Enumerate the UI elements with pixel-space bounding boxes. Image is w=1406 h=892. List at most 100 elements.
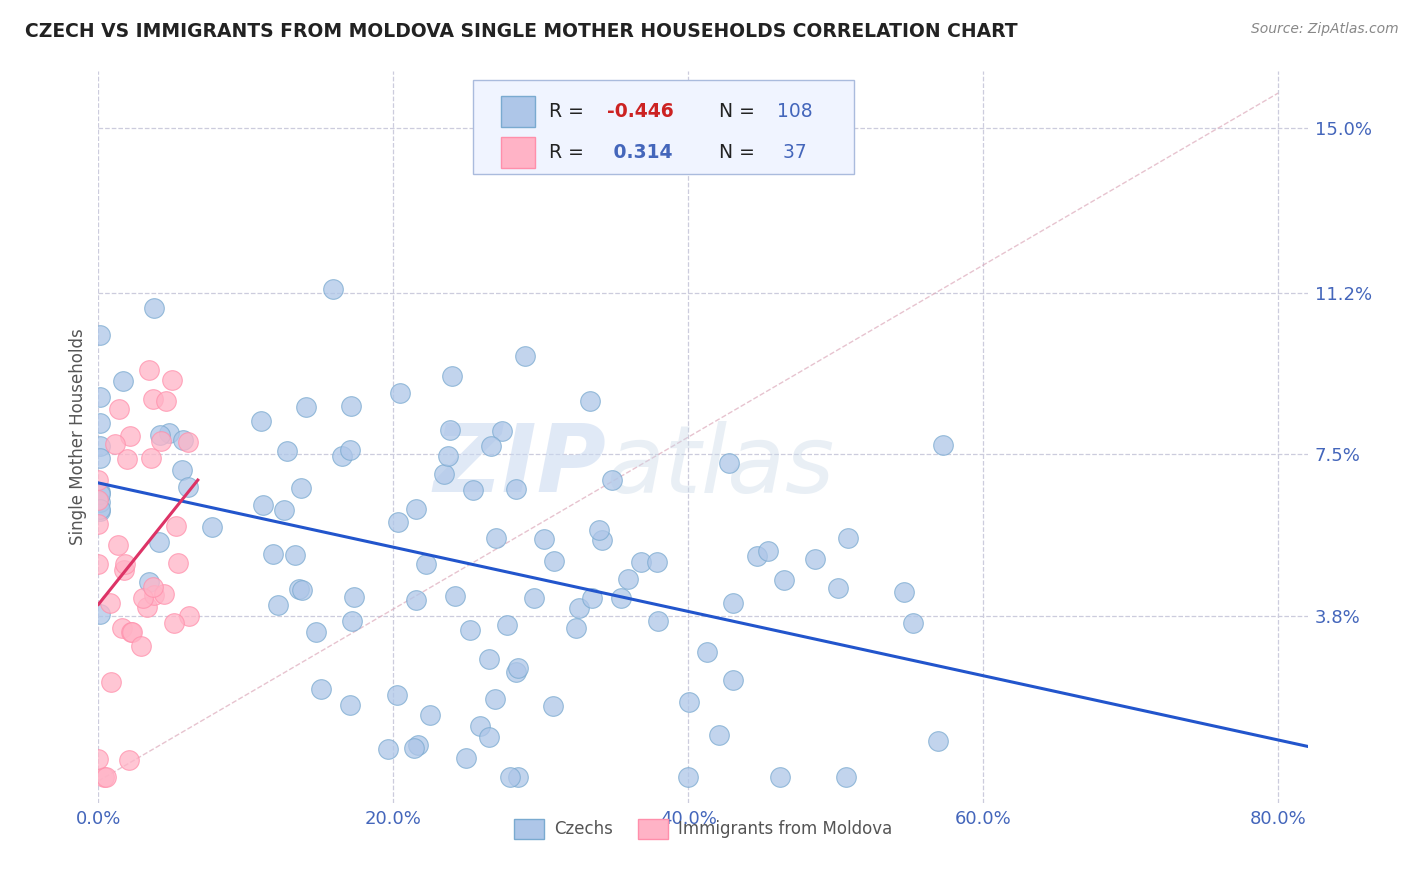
Point — [405, 501, 427, 516]
Text: CZECH VS IMMIGRANTS FROM MOLDOVA SINGLE MOTHER HOUSEHOLDS CORRELATION CHART: CZECH VS IMMIGRANTS FROM MOLDOVA SINGLE … — [25, 22, 1018, 41]
Point — [322, 283, 344, 297]
FancyBboxPatch shape — [501, 96, 534, 127]
Point — [444, 589, 467, 603]
Point — [581, 591, 603, 606]
Point — [837, 531, 859, 545]
Point — [149, 427, 172, 442]
Point — [96, 770, 118, 784]
Legend: Czechs, Immigrants from Moldova: Czechs, Immigrants from Moldova — [508, 812, 898, 846]
Point — [609, 591, 631, 606]
Point — [131, 640, 153, 654]
Point — [87, 517, 110, 532]
Point — [721, 596, 744, 610]
Point — [433, 467, 456, 481]
Point — [305, 624, 328, 639]
Text: N =: N = — [718, 144, 761, 162]
Point — [142, 301, 165, 315]
Text: 108: 108 — [776, 102, 813, 121]
Point — [522, 591, 544, 605]
Point — [342, 614, 364, 628]
Point — [120, 625, 142, 640]
Point — [437, 449, 460, 463]
Point — [340, 399, 363, 413]
Point — [339, 698, 361, 712]
Point — [89, 451, 111, 466]
Point — [89, 416, 111, 430]
Point — [295, 401, 318, 415]
Text: 37: 37 — [776, 144, 807, 162]
Text: 0.314: 0.314 — [607, 144, 673, 162]
Point — [138, 575, 160, 590]
Point — [89, 390, 111, 404]
Point — [89, 607, 111, 621]
Point — [387, 515, 409, 529]
Text: R =: R = — [550, 144, 591, 162]
Point — [543, 554, 565, 568]
Point — [339, 442, 361, 457]
Point — [138, 363, 160, 377]
Point — [112, 563, 135, 577]
Point — [721, 673, 744, 687]
Point — [647, 614, 669, 628]
Point — [132, 591, 155, 606]
Point — [250, 414, 273, 428]
Point — [284, 548, 307, 562]
Point — [707, 728, 730, 742]
Point — [89, 439, 111, 453]
Point — [153, 587, 176, 601]
Point — [678, 695, 700, 709]
Text: Source: ZipAtlas.com: Source: ZipAtlas.com — [1251, 22, 1399, 37]
Point — [112, 374, 135, 388]
Point — [291, 583, 314, 598]
Point — [441, 368, 464, 383]
Point — [745, 549, 768, 563]
Text: atlas: atlas — [606, 421, 835, 512]
Point — [468, 719, 491, 733]
Point — [89, 327, 111, 342]
Point — [439, 424, 461, 438]
Point — [565, 621, 588, 635]
Point — [148, 534, 170, 549]
Point — [177, 479, 200, 493]
Point — [541, 698, 564, 713]
Point — [89, 502, 111, 516]
Point — [104, 437, 127, 451]
Point — [377, 742, 399, 756]
Point — [756, 544, 779, 558]
Text: -0.446: -0.446 — [607, 102, 675, 121]
Point — [460, 623, 482, 637]
Point — [89, 504, 111, 518]
Point — [600, 473, 623, 487]
Point — [893, 584, 915, 599]
Text: N =: N = — [718, 102, 761, 121]
Point — [773, 573, 796, 587]
Point — [385, 688, 408, 702]
Text: R =: R = — [550, 102, 591, 121]
Point — [177, 609, 200, 624]
Point — [120, 429, 142, 443]
Point — [177, 435, 200, 450]
Point — [290, 481, 312, 495]
Point — [166, 556, 188, 570]
Point — [89, 487, 111, 501]
FancyBboxPatch shape — [501, 137, 534, 169]
Point — [533, 533, 555, 547]
Point — [499, 770, 522, 784]
Point — [927, 734, 949, 748]
Point — [617, 572, 640, 586]
Point — [630, 555, 652, 569]
Point — [901, 615, 924, 630]
Point — [506, 770, 529, 784]
Point — [309, 682, 332, 697]
Point — [405, 593, 427, 607]
Point — [87, 752, 110, 766]
Point — [107, 538, 129, 552]
Point — [463, 483, 485, 497]
Point — [89, 495, 111, 509]
Point — [200, 520, 222, 534]
Point — [155, 393, 177, 408]
Point — [579, 394, 602, 409]
Point — [121, 625, 143, 640]
FancyBboxPatch shape — [474, 80, 855, 174]
Text: ZIP: ZIP — [433, 420, 606, 512]
